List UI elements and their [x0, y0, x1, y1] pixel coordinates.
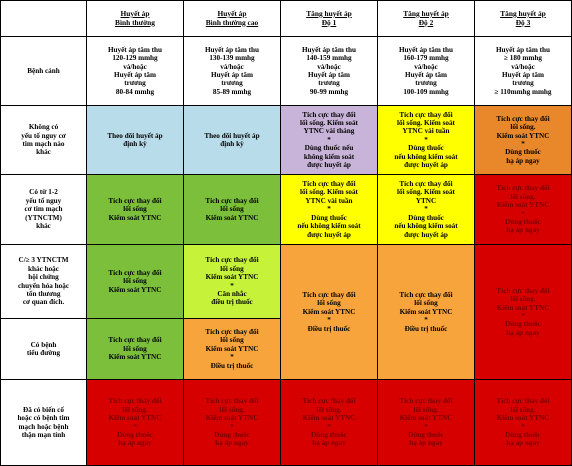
r2-grade1-cell: Tích cực thay đổi lối sống. Kiểm soát YT…: [280, 174, 378, 245]
row-no-risk-label: Không có yếu tố nguy cơ tim mạch nào khá…: [0, 105, 87, 175]
r34-grade2-cell: Tích cực thay đổi lối sống Kiểm soát YTN…: [377, 244, 475, 380]
r5-grade3-text: Tích cực thay đổi lối sống. Kiểm soát YT…: [496, 397, 550, 448]
r34-grade1-cell: Tích cực thay đổi lối sống Kiểm soát YTN…: [280, 244, 378, 380]
r5-high-normal-text: Tích cực thay đổi lối sống. Kiểm soát YT…: [205, 397, 259, 448]
criteria-high-normal-text: Huyết áp tâm thu 130-139 mmhg và/hoặc Hu…: [204, 45, 260, 96]
r34-grade2-text: Tích cực thay đổi lối sống Kiểm soát YTN…: [399, 290, 453, 333]
r5-grade1-text: Tích cực thay đổi lối sống. Kiểm soát YT…: [302, 397, 356, 448]
r2-high-normal-cell: Tích cực thay đổi lối sống Kiểm soát YTN…: [183, 174, 281, 245]
row-cvd-label-text: Đã có biến cố hoặc có bệnh tim mạch hoặc…: [17, 405, 70, 439]
r5-grade1-cell: Tích cực thay đổi lối sống. Kiểm soát YT…: [280, 379, 378, 466]
r3-normal-cell: Tích cực thay đổi lối sống Kiểm soát YTN…: [86, 244, 184, 319]
row-diabetes-label-text: Có bệnh tiểu đường: [26, 340, 61, 357]
criteria-grade1: Huyết áp tâm thu 140-159 mmhg và/hoặc Hu…: [280, 36, 378, 106]
header-grade3-text: Tăng huyết áp Độ 3: [500, 8, 546, 27]
header-grade3: Tăng huyết áp Độ 3: [474, 0, 572, 37]
r1-grade1-text: Tích cực thay đổi lối sống. Kiểm soát YT…: [300, 110, 358, 170]
r4-high-normal-text: Tích cực thay đổi lối sống Kiểm soát YTN…: [205, 327, 259, 370]
r2-grade3-text: Tích cực thay đổi lối sống. Kiểm soát YT…: [496, 184, 550, 235]
r1-high-normal-text: Theo dõi huyết áp định kỳ: [204, 131, 260, 148]
r1-normal-text: Theo dõi huyết áp định kỳ: [107, 131, 163, 148]
r34-grade1-text: Tích cực thay đổi lối sống Kiểm soát YTN…: [302, 290, 356, 333]
criteria-grade3-text: Huyết áp tâm thu ≥ 180 mmhg và/hoặc Huyế…: [494, 45, 552, 96]
header-empty-cell: [0, 0, 87, 37]
header-high-normal-bp: Huyết áp Bình thường cao: [183, 0, 281, 37]
r1-high-normal-cell: Theo dõi huyết áp định kỳ: [183, 105, 281, 175]
r4-normal-text: Tích cực thay đổi lối sống Kiểm soát YTN…: [108, 336, 162, 362]
r3-high-normal-cell: Tích cực thay đổi lối sống Kiểm soát YTN…: [183, 244, 281, 319]
r1-normal-cell: Theo dõi huyết áp định kỳ: [86, 105, 184, 175]
r5-high-normal-cell: Tích cực thay đổi lối sống. Kiểm soát YT…: [183, 379, 281, 466]
criteria-grade2: Huyết áp tâm thu 160-179 mmhg và/hoặc Hu…: [377, 36, 475, 106]
r1-grade2-cell: Tích cực thay đổi lối sống. Kiểm soát YT…: [377, 105, 475, 175]
criteria-grade1-text: Huyết áp tâm thu 140-159 mmhg và/hoặc Hu…: [301, 45, 357, 96]
header-grade2-text: Tăng huyết áp Độ 2: [403, 8, 449, 27]
row-3plus-risk-label: C/≥ 3 YTNCTM khác hoặc hội chứng chuyển …: [0, 244, 87, 319]
r2-normal-text: Tích cực thay đổi lối sống Kiểm soát YTN…: [108, 196, 162, 222]
row-1-2-risk-label: Có từ 1-2 yếu tố nguy cơ tim mạch (YTNCT…: [0, 174, 87, 245]
r5-normal-cell: Tích cực thay đổi lối sống. Kiểm soát YT…: [86, 379, 184, 466]
r4-high-normal-cell: Tích cực thay đổi lối sống Kiểm soát YTN…: [183, 318, 281, 380]
r3-high-normal-text: Tích cực thay đổi lối sống Kiểm soát YTN…: [205, 256, 259, 307]
r2-high-normal-text: Tích cực thay đổi lối sống Kiểm soát YTN…: [205, 196, 259, 222]
header-normal-bp: Huyết áp Bình thường: [86, 0, 184, 37]
r5-grade2-cell: Tích cực thay đổi lối sống. Kiểm soát YT…: [377, 379, 475, 466]
r1-grade1-cell: Tích cực thay đổi lối sống. Kiểm soát YT…: [280, 105, 378, 175]
criteria-high-normal: Huyết áp tâm thu 130-139 mmhg và/hoặc Hu…: [183, 36, 281, 106]
r2-grade3-cell: Tích cực thay đổi lối sống. Kiểm soát YT…: [474, 174, 572, 245]
header-grade2: Tăng huyết áp Độ 2: [377, 0, 475, 37]
r1-grade3-cell: Tích cực thay đổi lối sống. Kiểm soát YT…: [474, 105, 572, 175]
r2-grade1-text: Tích cực thay đổi lối sống. Kiểm soát YT…: [297, 180, 361, 239]
row-cvd-label: Đã có biến cố hoặc có bệnh tim mạch hoặc…: [0, 379, 87, 466]
r5-grade3-cell: Tích cực thay đổi lối sống. Kiểm soát YT…: [474, 379, 572, 466]
r3-normal-text: Tích cực thay đổi lối sống Kiểm soát YTN…: [108, 268, 162, 294]
criteria-label: Bệnh cảnh: [0, 36, 87, 106]
row-no-risk-label-text: Không có yếu tố nguy cơ tim mạch nào khá…: [21, 123, 66, 157]
r5-normal-text: Tích cực thay đổi lối sống. Kiểm soát YT…: [108, 397, 162, 448]
r2-grade2-text: Tích cực thay đổi lối sống. Kiểm soát YT…: [394, 180, 458, 239]
r5-grade2-text: Tích cực thay đổi lối sống. Kiểm soát YT…: [399, 397, 453, 448]
criteria-normal: Huyết áp tâm thu 120-129 mmhg và/hoặc Hu…: [86, 36, 184, 106]
header-normal-bp-text: Huyết áp Bình thường: [115, 8, 155, 27]
header-grade1-text: Tăng huyết áp Độ 1: [306, 8, 352, 27]
r4-normal-cell: Tích cực thay đổi lối sống Kiểm soát YTN…: [86, 318, 184, 380]
row-3plus-risk-label-text: C/≥ 3 YTNCTM khác hoặc hội chứng chuyển …: [17, 256, 70, 307]
criteria-label-text: Bệnh cảnh: [27, 66, 60, 75]
r34-grade3-cell: Tích cực thay đổi lối sống. Kiểm soát YT…: [474, 244, 572, 380]
header-high-normal-bp-text: Huyết áp Bình thường cao: [205, 8, 259, 27]
r34-grade3-text: Tích cực thay đổi lối sống. Kiểm soát YT…: [496, 286, 550, 337]
r2-grade2-cell: Tích cực thay đổi lối sống. Kiểm soát YT…: [377, 174, 475, 245]
r2-normal-cell: Tích cực thay đổi lối sống Kiểm soát YTN…: [86, 174, 184, 245]
criteria-grade2-text: Huyết áp tâm thu 160-179 mmhg và/hoặc Hu…: [398, 45, 454, 96]
r1-grade3-text: Tích cực thay đổi lối sống. Kiểm soát YT…: [496, 114, 550, 165]
row-1-2-risk-label-text: Có từ 1-2 yếu tố nguy cơ tim mạch (YTNCT…: [24, 188, 63, 231]
criteria-grade3: Huyết áp tâm thu ≥ 180 mmhg và/hoặc Huyế…: [474, 36, 572, 106]
header-grade1: Tăng huyết áp Độ 1: [280, 0, 378, 37]
criteria-normal-text: Huyết áp tâm thu 120-129 mmhg và/hoặc Hu…: [107, 45, 163, 96]
row-diabetes-label: Có bệnh tiểu đường: [0, 318, 87, 380]
r1-grade2-text: Tích cực thay đổi lối sống. Kiểm soát YT…: [394, 110, 458, 170]
